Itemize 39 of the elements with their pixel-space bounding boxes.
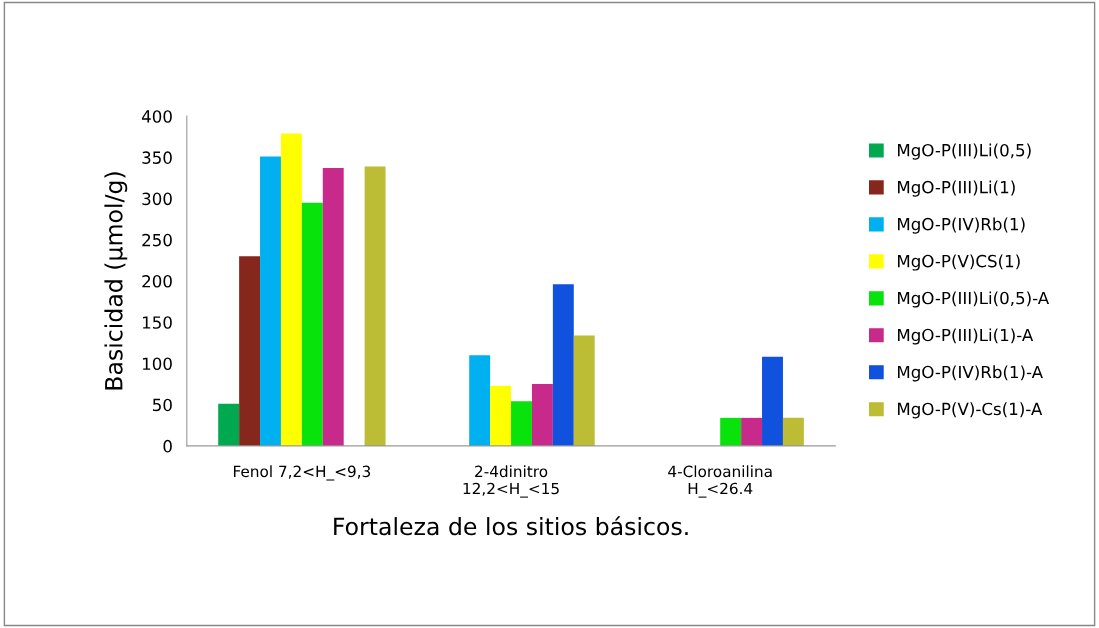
bar xyxy=(741,417,763,446)
x-tick-label: 4-Cloroanilina H_<26.4 xyxy=(668,465,772,498)
x-axis-title: Fortaleza de los sitios básicos. xyxy=(334,516,688,536)
y-tick-label: 50 xyxy=(153,398,172,412)
x-tick-label: 2-4dinitro 12,2<H_<15 xyxy=(463,465,559,498)
bar xyxy=(364,166,386,446)
legend-label: MgO-P(III)Li(0,5) xyxy=(897,143,1031,160)
bar xyxy=(490,385,512,446)
bar xyxy=(260,156,281,446)
legend-label: MgO-P(III)Li(1)-A xyxy=(897,328,1034,345)
bar xyxy=(322,168,344,446)
y-tick-label: 300 xyxy=(142,192,172,206)
y-tick-label: 200 xyxy=(142,274,172,288)
y-tick-label: 150 xyxy=(142,316,172,329)
bar xyxy=(239,256,261,446)
bar xyxy=(511,401,532,446)
bar xyxy=(782,417,804,446)
legend-label: MgO-P(V)-Cs(1)-A xyxy=(897,402,1043,419)
y-tick-label: 0 xyxy=(163,439,172,453)
legend-label: MgO-P(IV)Rb(1) xyxy=(897,217,1025,234)
legend-label: MgO-P(III)Li(1) xyxy=(897,180,1015,197)
bar xyxy=(552,284,574,446)
bar xyxy=(469,355,491,446)
bar xyxy=(720,417,742,446)
y-tick-label: 350 xyxy=(142,151,172,164)
legend-label: MgO-P(IV)Rb(1)-A xyxy=(897,365,1043,382)
bar xyxy=(301,202,323,446)
bar xyxy=(762,356,783,446)
legend-label: MgO-P(V)CS(1) xyxy=(897,254,1020,271)
legend-label: MgO-P(III)Li(0,5)-A xyxy=(897,291,1050,308)
bar xyxy=(280,133,302,446)
bar xyxy=(573,335,595,446)
y-tick-label: 100 xyxy=(142,357,172,371)
y-axis-title: Basicidad (µmol/g) xyxy=(104,172,128,390)
bar xyxy=(531,384,553,446)
x-tick-label: Fenol 7,2<H_<9,3 xyxy=(233,465,371,481)
y-tick-label: 400 xyxy=(141,110,172,123)
bar xyxy=(218,403,240,446)
y-tick-label: 250 xyxy=(142,233,172,247)
